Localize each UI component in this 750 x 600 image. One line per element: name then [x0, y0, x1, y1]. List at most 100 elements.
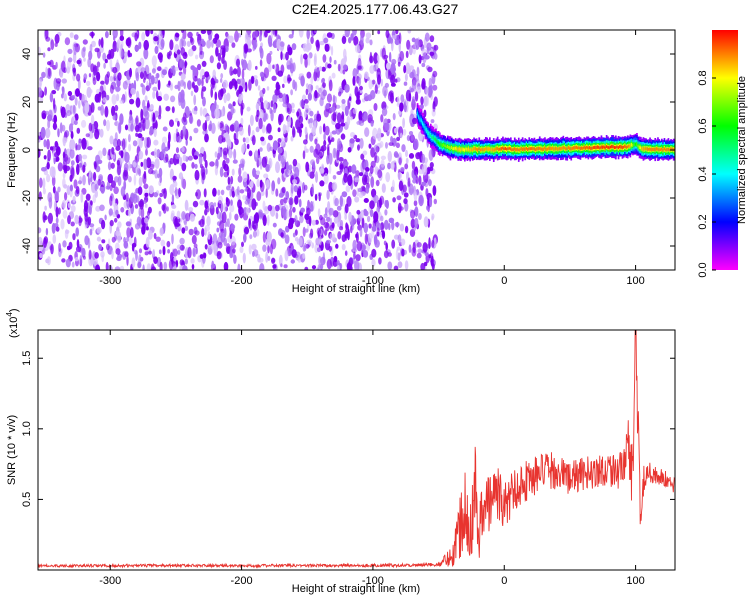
spectrogram-noise-cell	[408, 183, 414, 196]
spectrogram-signal-cell	[595, 146, 597, 150]
spectrogram-noise-cell	[270, 100, 274, 108]
spectrogram-signal-cell	[569, 146, 571, 151]
spectrogram-noise-cell	[418, 213, 422, 220]
spectrogram-noise-cell	[397, 202, 402, 214]
spectrogram-noise-cell	[95, 154, 101, 164]
spectrogram-noise-cell	[259, 96, 264, 103]
spectrogram-noise-cell	[321, 66, 326, 72]
spectrogram-noise-cell	[385, 172, 391, 183]
spectrogram-noise-cell	[190, 37, 195, 46]
spectrogram-signal-cell	[571, 146, 574, 150]
spectrogram-noise-cell	[377, 30, 381, 35]
spectrogram-noise-cell	[387, 261, 393, 270]
spectrogram-signal-cell	[559, 147, 562, 151]
spectrogram-signal-cell	[432, 136, 435, 140]
spectrogram-noise-cell	[135, 132, 139, 137]
spectrogram-noise-cell	[210, 87, 213, 98]
spectrogram-signal-cell	[498, 148, 500, 151]
spectrogram-noise-cell	[291, 108, 295, 114]
spectrogram-noise-cell	[84, 213, 89, 222]
spectrogram-noise-cell	[153, 36, 159, 42]
spectrogram-noise-cell	[202, 122, 207, 132]
spectrogram-noise-cell	[172, 175, 177, 181]
spectrogram-noise-cell	[175, 32, 180, 38]
spectrogram-signal-cell	[566, 147, 569, 151]
spectrogram-noise-cell	[212, 187, 217, 197]
spectrogram-noise-cell	[100, 37, 104, 49]
spectrogram-noise-cell	[215, 39, 222, 48]
spectrogram-noise-cell	[283, 197, 288, 204]
spectrogram-noise-cell	[180, 73, 186, 80]
spectrogram-noise-cell	[240, 104, 244, 116]
spectrogram-signal-cell	[465, 147, 467, 151]
spectrogram-noise-cell	[86, 80, 91, 87]
spectrogram-noise-cell	[277, 127, 281, 133]
spectrogram-noise-cell	[71, 261, 75, 268]
spectrogram-noise-cell	[292, 158, 298, 167]
spectrogram-noise-cell	[109, 58, 113, 70]
spectrogram-noise-cell	[112, 40, 118, 53]
spectrogram-noise-cell	[231, 168, 235, 176]
spectrogram-noise-cell	[205, 129, 208, 135]
spectrogram-noise-cell	[283, 150, 288, 160]
spectrogram-signal-cell	[596, 145, 599, 149]
spectrogram-noise-cell	[231, 42, 236, 48]
spectrogram-noise-cell	[73, 179, 78, 189]
spectrogram-noise-cell	[322, 82, 326, 88]
spectrogram-noise-cell	[284, 249, 289, 262]
spectrogram-noise-cell	[125, 192, 129, 202]
spectrogram-noise-cell	[379, 141, 384, 148]
spectrogram-noise-cell	[246, 143, 250, 150]
spectrogram-noise-cell	[316, 156, 320, 165]
spectrogram-noise-cell	[328, 79, 333, 92]
spectrogram-noise-cell	[47, 47, 51, 52]
spectrogram-noise-cell	[155, 72, 160, 79]
spectrogram-noise-cell	[263, 173, 269, 179]
spectrogram-noise-cell	[102, 52, 107, 61]
spectrogram-noise-cell	[43, 155, 47, 160]
spectrogram-noise-cell	[64, 192, 68, 201]
spectrogram-noise-cell	[307, 118, 311, 124]
spectrogram-signal-cell	[600, 145, 603, 149]
spectrogram-noise-cell	[398, 180, 404, 192]
spectrogram-noise-cell	[146, 263, 151, 270]
spectrogram-noise-cell	[138, 254, 142, 266]
spectrogram-noise-cell	[116, 93, 120, 102]
spectrogram-noise-cell	[97, 178, 101, 186]
spectrogram-noise-cell	[281, 167, 285, 174]
spectrogram-noise-cell	[225, 33, 230, 40]
spectrogram-noise-cell	[92, 64, 97, 76]
spectrogram-noise-cell	[306, 30, 310, 40]
spectrogram-signal-cell	[574, 146, 576, 150]
spectrogram-noise-cell	[144, 117, 150, 130]
spectrogram-noise-cell	[412, 241, 416, 254]
spectrogram-noise-cell	[294, 195, 299, 205]
spectrogram-noise-cell	[100, 104, 105, 116]
spectrogram-noise-cell	[212, 69, 216, 79]
spectrogram-noise-cell	[249, 224, 253, 231]
spectrogram-noise-cell	[204, 244, 208, 250]
spectrogram-noise-cell	[364, 233, 368, 245]
spectrogram-noise-cell	[427, 66, 433, 73]
spectrogram-noise-cell	[125, 221, 132, 227]
spectrogram-noise-cell	[122, 169, 129, 181]
spectrogram-noise-cell	[209, 201, 214, 209]
spectrogram-noise-cell	[257, 155, 262, 166]
spectrogram-noise-cell	[377, 169, 383, 179]
chart-title: C2E4.2025.177.06.43.G27	[292, 1, 459, 17]
spectrogram-noise-cell	[131, 244, 135, 252]
spectrogram-noise-cell	[180, 93, 185, 104]
spectrogram-noise-cell	[297, 258, 301, 263]
x-tick-label: -200	[231, 275, 253, 287]
spectrogram-noise-cell	[395, 30, 399, 35]
spectrogram-noise-cell	[254, 78, 259, 87]
spectrogram-noise-cell	[61, 86, 65, 92]
spectrogram-noise-cell	[248, 244, 252, 255]
spectrogram-noise-cell	[160, 38, 165, 48]
spectrogram-noise-cell	[133, 174, 137, 186]
spectrogram-noise-cell	[347, 174, 353, 187]
spectrogram-noise-cell	[243, 233, 247, 243]
spectrogram-noise-cell	[323, 173, 329, 185]
spectrogram-signal-cell	[549, 146, 552, 150]
